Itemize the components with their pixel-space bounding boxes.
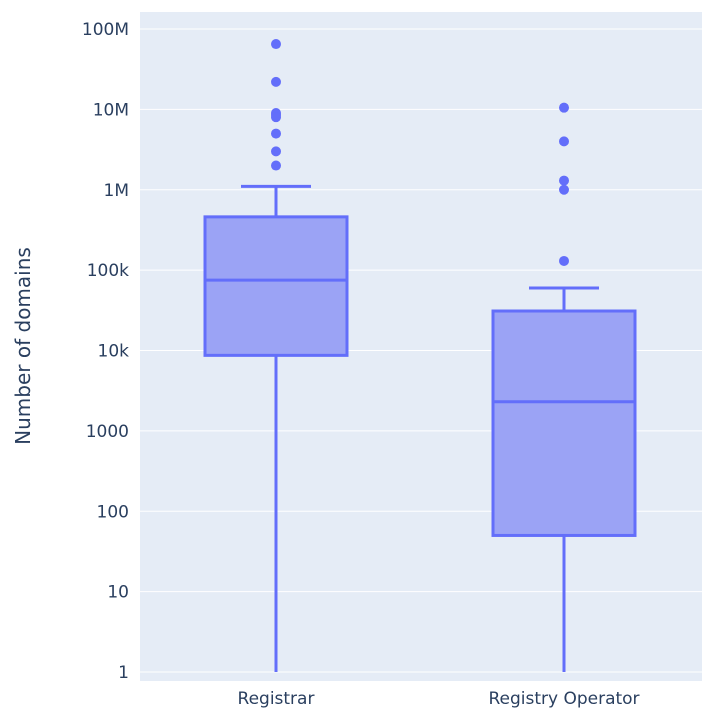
y-tick-label: 100M <box>82 20 129 40</box>
outlier-point <box>559 255 569 266</box>
outlier-point <box>559 175 569 186</box>
outlier-point <box>559 184 569 195</box>
y-tick-label: 100k <box>87 261 129 281</box>
outlier-point <box>271 112 281 123</box>
outlier-point <box>271 39 281 50</box>
outlier-point <box>271 160 281 171</box>
y-axis-ticks: 1 10 100 1000 10k 100k 1M 10M 100M <box>82 20 129 683</box>
box-iqr <box>491 309 637 537</box>
gridlines <box>140 28 702 673</box>
x-tick-label: Registrar <box>238 689 315 708</box>
y-tick-label: 100 <box>97 502 129 522</box>
y-tick-label: 1000 <box>86 422 129 442</box>
y-tick-label: 1 <box>118 663 129 683</box>
boxes <box>203 39 637 672</box>
box-iqr <box>203 215 349 357</box>
outlier-point <box>271 128 281 139</box>
y-tick-label: 10M <box>93 100 129 120</box>
y-tick-label: 10 <box>107 583 129 603</box>
outlier-point <box>271 146 281 157</box>
box-registry-operator <box>491 102 637 672</box>
y-tick-label: 10k <box>98 342 130 362</box>
outlier-point <box>271 76 281 87</box>
box-registrar <box>203 39 349 672</box>
x-axis-ticks: Registrar Registry Operator <box>238 689 640 708</box>
x-tick-label: Registry Operator <box>488 689 639 708</box>
outlier-point <box>559 102 569 113</box>
y-tick-label: 1M <box>104 181 129 201</box>
outlier-point <box>559 136 569 147</box>
y-axis-label: Number of domains <box>11 247 35 445</box>
